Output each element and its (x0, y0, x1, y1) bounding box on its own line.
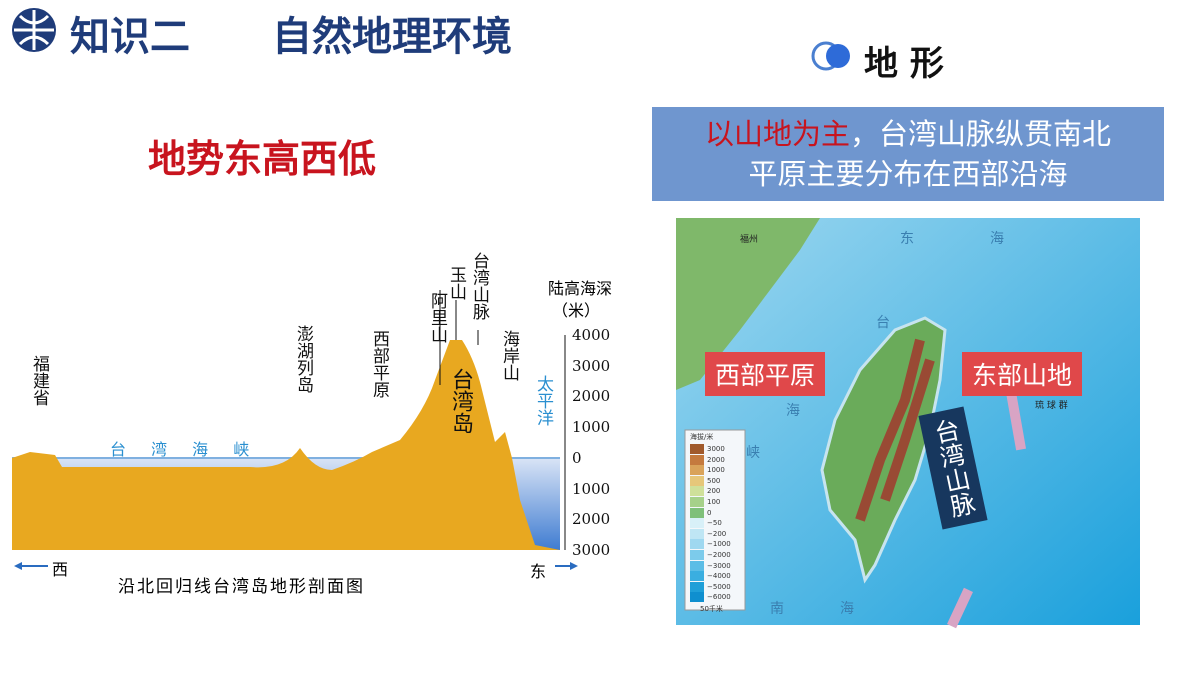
map-label: 福州 (740, 235, 759, 245)
terrain-profile (12, 340, 560, 550)
legend-swatch (690, 539, 704, 550)
legend-label: 0 (707, 508, 712, 517)
legend-swatch (690, 528, 704, 539)
axis-title: 陆高海深 (548, 279, 613, 298)
scale: 50千米 (700, 605, 723, 613)
summary-line1: ，台湾山脉纵贯南北 (850, 117, 1112, 151)
west: 西 (52, 560, 69, 579)
legend-label: 3000 (707, 445, 725, 453)
summary-box (652, 107, 1164, 201)
summary: 以山地为主，台湾山脉纵贯南北平原主要分布在西部沿海 (660, 114, 1156, 194)
caption: 沿北回归线台湾岛地形剖面图 (118, 577, 365, 597)
y-tick-label: 1000 (572, 479, 611, 498)
east: 东 (530, 562, 547, 581)
legend-label: −3000 (707, 561, 731, 570)
profile-label: 玉山 (446, 266, 466, 300)
map-label: 东 (900, 231, 914, 247)
map-label: 海 (840, 601, 854, 617)
legend-label: 500 (707, 476, 721, 485)
profile-label: 西部平原 (369, 330, 389, 398)
summary-highlight: 以山地为主 (704, 117, 850, 151)
legend-label: −50 (707, 519, 722, 528)
y-tick-label: 2000 (572, 510, 611, 529)
profile-label: 海岸山 (499, 330, 519, 381)
axis-unit: （米） (552, 301, 601, 320)
legend-swatch (690, 550, 704, 560)
legend-label: 2000 (707, 455, 725, 464)
legend-label: 200 (707, 487, 721, 496)
map-label: 台 (876, 315, 890, 331)
legend-swatch (690, 518, 704, 529)
legend-title: 海拔/米 (690, 433, 714, 441)
summary-line2: 平原主要分布在西部沿海 (748, 157, 1068, 191)
legend-swatch (690, 475, 704, 486)
map-label: 海 (786, 403, 800, 419)
slide-title: 自然地理环境 (272, 14, 512, 60)
y-tick-label: 4000 (572, 326, 611, 344)
callout: 西部平原 (705, 352, 826, 396)
profile-label: 太平洋 (533, 375, 553, 426)
legend-swatch (690, 454, 704, 465)
legend-swatch (690, 497, 704, 507)
legend-swatch (690, 486, 704, 497)
profile-label: 澎湖列岛 (293, 325, 313, 393)
map-label: 南 (770, 601, 784, 617)
legend-label: 1000 (707, 466, 725, 475)
map-label: 海 (990, 231, 1004, 247)
callout: 东部山地 (962, 352, 1083, 396)
topic: 地 形 (864, 44, 944, 84)
legend-label: −2000 (707, 551, 731, 559)
y-tick-label: 3000 (572, 356, 611, 375)
legend-label: 100 (707, 498, 721, 506)
legend-label: −1000 (707, 540, 731, 549)
y-tick-label: 3000 (572, 540, 611, 559)
legend-swatch (690, 560, 704, 571)
strait-label: 台 湾 海 峡 (110, 440, 260, 459)
legend-label: −200 (707, 529, 727, 538)
island-label: 台湾岛 (448, 368, 473, 434)
legend-swatch (690, 581, 704, 592)
legend-swatch (690, 444, 704, 454)
legend-label: −4000 (707, 572, 731, 581)
y-tick-label: 1000 (572, 418, 611, 437)
legend-swatch (690, 507, 704, 518)
legend-label: −5000 (707, 582, 731, 591)
profile-label: 福建省 (29, 355, 49, 406)
legend-swatch (690, 571, 704, 582)
profile-label: 台湾山脉 (469, 252, 489, 320)
y-tick-label: 2000 (572, 387, 611, 406)
map-label: 琉 球 群 (1035, 401, 1068, 411)
legend-swatch (690, 465, 704, 476)
headline: 地势东高西低 (148, 137, 377, 181)
legend-swatch (690, 592, 704, 603)
profile-label: 阿里山 (427, 292, 447, 343)
y-tick-label: 0 (572, 448, 582, 467)
map-label: 峡 (746, 445, 760, 461)
legend-label: −6000 (707, 593, 731, 602)
section: 知识二 (70, 14, 190, 60)
